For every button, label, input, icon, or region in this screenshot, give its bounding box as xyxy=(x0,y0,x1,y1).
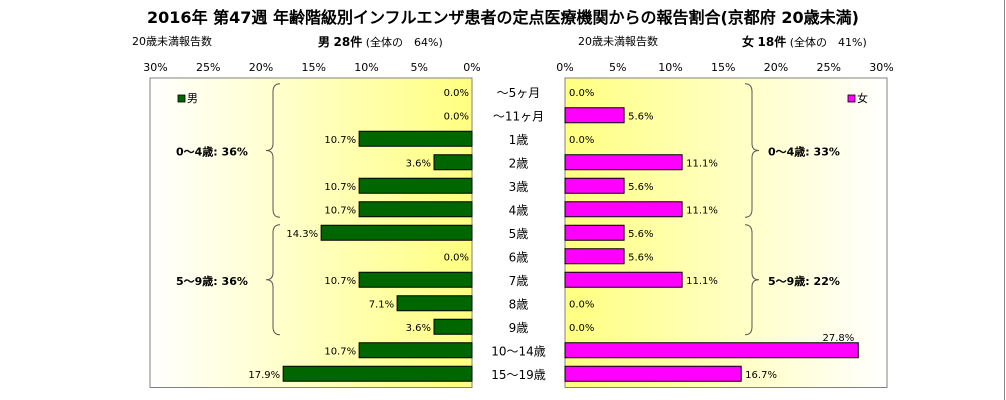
male-bar xyxy=(358,177,473,194)
right-axis-tick-label: 0% xyxy=(556,61,573,74)
right-count-header: 女 18件 (全体の 41%) xyxy=(742,33,867,50)
left-brace-0-4 xyxy=(265,83,281,218)
category-label: 2歳 xyxy=(509,156,529,170)
female-data-label: 11.1% xyxy=(686,158,718,169)
left-axis-tick-label: 25% xyxy=(196,61,220,74)
female-bar xyxy=(564,365,742,382)
category-label: ～5ヶ月 xyxy=(497,86,541,100)
legend-label-female: 女 xyxy=(857,91,868,105)
female-bar xyxy=(564,201,683,218)
right-annotation-0-4: 0～4歳: 33% xyxy=(768,145,840,159)
left-axis-tick-label: 15% xyxy=(302,61,326,74)
legend-label-male: 男 xyxy=(187,92,198,105)
male-data-label: 10.7% xyxy=(324,346,356,357)
male-data-label: 10.7% xyxy=(324,182,356,193)
left-count: 28件 xyxy=(333,35,363,49)
female-data-label: 5.6% xyxy=(628,182,653,193)
legend-swatch-female xyxy=(847,94,856,103)
male-data-label: 0.0% xyxy=(444,111,469,122)
male-data-label: 10.7% xyxy=(324,205,356,216)
category-label: 5歳 xyxy=(509,227,529,241)
category-label: 4歳 xyxy=(509,203,529,217)
right-axis-tick-label: 10% xyxy=(658,61,682,74)
male-bar xyxy=(358,201,473,218)
right-axis-tick-label: 25% xyxy=(817,61,841,74)
right-axis-tick-label: 30% xyxy=(869,61,893,74)
legend-swatch-male xyxy=(177,94,186,103)
female-bar xyxy=(564,248,625,265)
category-label: 8歳 xyxy=(509,297,529,311)
female-data-label: 11.1% xyxy=(686,276,718,287)
female-data-label: 11.1% xyxy=(686,205,718,216)
male-data-label: 17.9% xyxy=(248,370,280,381)
male-bar xyxy=(433,318,473,335)
right-axis-tick-label: 5% xyxy=(609,61,626,74)
male-bar xyxy=(358,271,473,288)
left-axis-tick-label: 0% xyxy=(463,61,480,74)
female-data-label: 5.6% xyxy=(628,252,653,263)
right-brace-5-9 xyxy=(744,224,760,336)
right-count: 18件 xyxy=(757,35,787,49)
category-label: 15～19歳 xyxy=(491,368,546,382)
female-data-label: 0.0% xyxy=(569,323,594,334)
female-bar xyxy=(564,177,625,194)
category-label: 10～14歳 xyxy=(491,344,546,358)
male-bar xyxy=(396,295,473,312)
male-data-label: 0.0% xyxy=(444,252,469,263)
right-frame-line xyxy=(1004,0,1005,400)
category-label: 9歳 xyxy=(509,321,529,335)
male-data-label: 3.6% xyxy=(406,323,431,334)
left-annotation-5-9: 5～9歳: 36% xyxy=(176,274,248,288)
female-data-label: 16.7% xyxy=(745,370,777,381)
female-data-label: 5.6% xyxy=(628,229,653,240)
male-data-label: 10.7% xyxy=(324,276,356,287)
female-data-label: 0.0% xyxy=(569,135,594,146)
male-bar xyxy=(358,342,473,359)
left-axis-tick-label: 10% xyxy=(354,61,378,74)
left-share: (全体の 64%) xyxy=(365,36,443,49)
left-axis-tick-label: 20% xyxy=(249,61,273,74)
female-bar xyxy=(564,107,625,124)
male-data-label: 7.1% xyxy=(369,299,394,310)
male-data-label: 3.6% xyxy=(406,158,431,169)
right-axis-tick-label: 15% xyxy=(711,61,735,74)
left-axis-tick-label: 5% xyxy=(411,61,428,74)
right-caption: 20歳未満報告数 xyxy=(578,35,658,48)
female-bar xyxy=(564,224,625,241)
female-data-label: 0.0% xyxy=(569,299,594,310)
category-label: 6歳 xyxy=(509,250,529,264)
male-data-label: 14.3% xyxy=(286,229,318,240)
female-bar xyxy=(564,154,683,171)
right-brace-0-4 xyxy=(744,83,760,218)
right-share: (全体の 41%) xyxy=(789,36,867,49)
left-brace-5-9 xyxy=(265,224,281,336)
male-bar xyxy=(358,130,473,147)
left-caption: 20歳未満報告数 xyxy=(132,35,212,48)
male-bar xyxy=(282,365,473,382)
left-sex: 男 xyxy=(318,35,331,49)
category-label: 3歳 xyxy=(509,180,529,194)
female-data-label: 27.8% xyxy=(823,333,855,344)
left-count-header: 男 28件 (全体の 64%) xyxy=(318,33,443,50)
category-label: 7歳 xyxy=(509,274,529,288)
male-data-label: 10.7% xyxy=(324,135,356,146)
female-data-label: 0.0% xyxy=(569,88,594,99)
female-data-label: 5.6% xyxy=(628,111,653,122)
male-data-label: 0.0% xyxy=(444,88,469,99)
category-label: ～11ヶ月 xyxy=(493,109,544,123)
female-bar xyxy=(564,271,683,288)
right-sex: 女 xyxy=(742,35,755,49)
left-axis-tick-label: 30% xyxy=(143,61,167,74)
female-bar xyxy=(564,342,859,359)
chart-title: 2016年 第47週 年齢階級別インフルエンザ患者の定点医療機関からの報告割合(… xyxy=(147,8,859,27)
left-annotation-0-4: 0～4歳: 36% xyxy=(176,145,248,159)
category-label: 1歳 xyxy=(509,133,529,147)
male-bar xyxy=(433,154,473,171)
right-axis-tick-label: 20% xyxy=(764,61,788,74)
male-bar xyxy=(320,224,473,241)
right-annotation-5-9: 5～9歳: 22% xyxy=(768,274,840,288)
